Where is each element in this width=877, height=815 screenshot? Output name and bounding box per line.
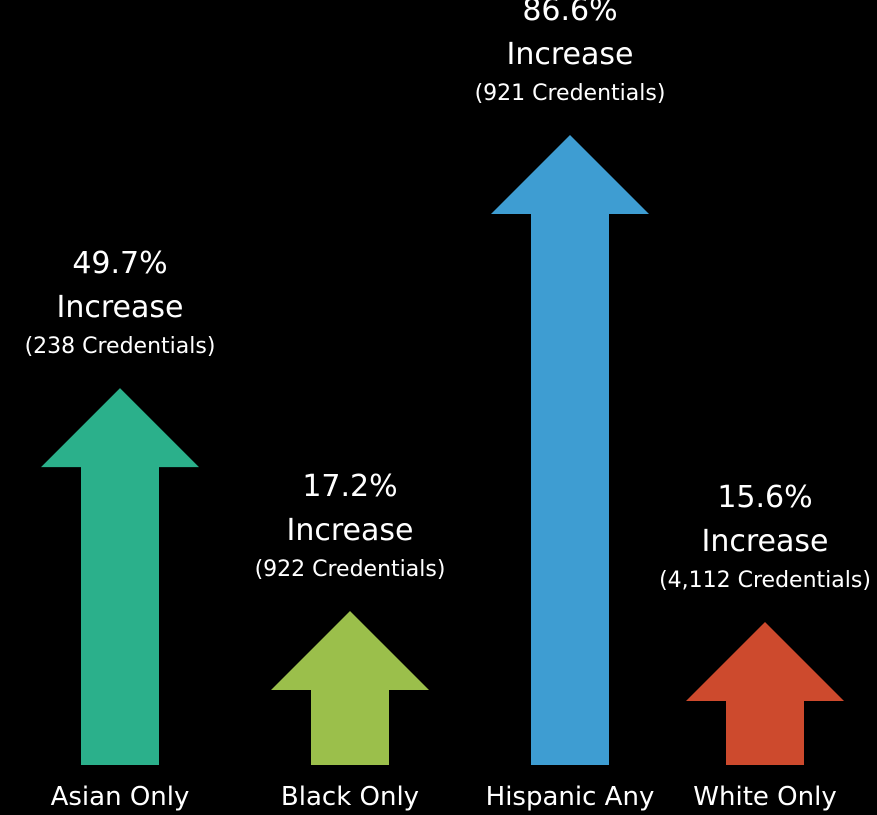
data-label-percent-hispanic-any: 86.6% bbox=[522, 0, 617, 28]
data-label-percent-white-only: 15.6% bbox=[717, 480, 812, 515]
bar-arrow-hispanic-any bbox=[491, 135, 649, 765]
bar-arrow-black-only bbox=[271, 611, 429, 765]
category-label-black-only: Black Only bbox=[281, 782, 419, 812]
data-label-percent-asian-only: 49.7% bbox=[72, 246, 167, 281]
data-label-increase-asian-only: Increase bbox=[57, 290, 184, 325]
data-label-credentials-white-only: (4,112 Credentials) bbox=[659, 568, 871, 593]
data-label-credentials-black-only: (922 Credentials) bbox=[255, 557, 446, 582]
category-label-hispanic-any: Hispanic Any bbox=[486, 782, 655, 812]
data-label-credentials-asian-only: (238 Credentials) bbox=[25, 334, 216, 359]
bar-arrow-asian-only bbox=[41, 388, 199, 765]
data-label-increase-hispanic-any: Increase bbox=[507, 37, 634, 72]
category-label-white-only: White Only bbox=[693, 782, 836, 812]
data-label-increase-white-only: Increase bbox=[702, 524, 829, 559]
data-label-credentials-hispanic-any: (921 Credentials) bbox=[475, 81, 666, 106]
bar-arrow-white-only bbox=[686, 622, 844, 765]
category-label-asian-only: Asian Only bbox=[51, 782, 190, 812]
data-label-increase-black-only: Increase bbox=[287, 513, 414, 548]
data-label-percent-black-only: 17.2% bbox=[302, 469, 397, 504]
